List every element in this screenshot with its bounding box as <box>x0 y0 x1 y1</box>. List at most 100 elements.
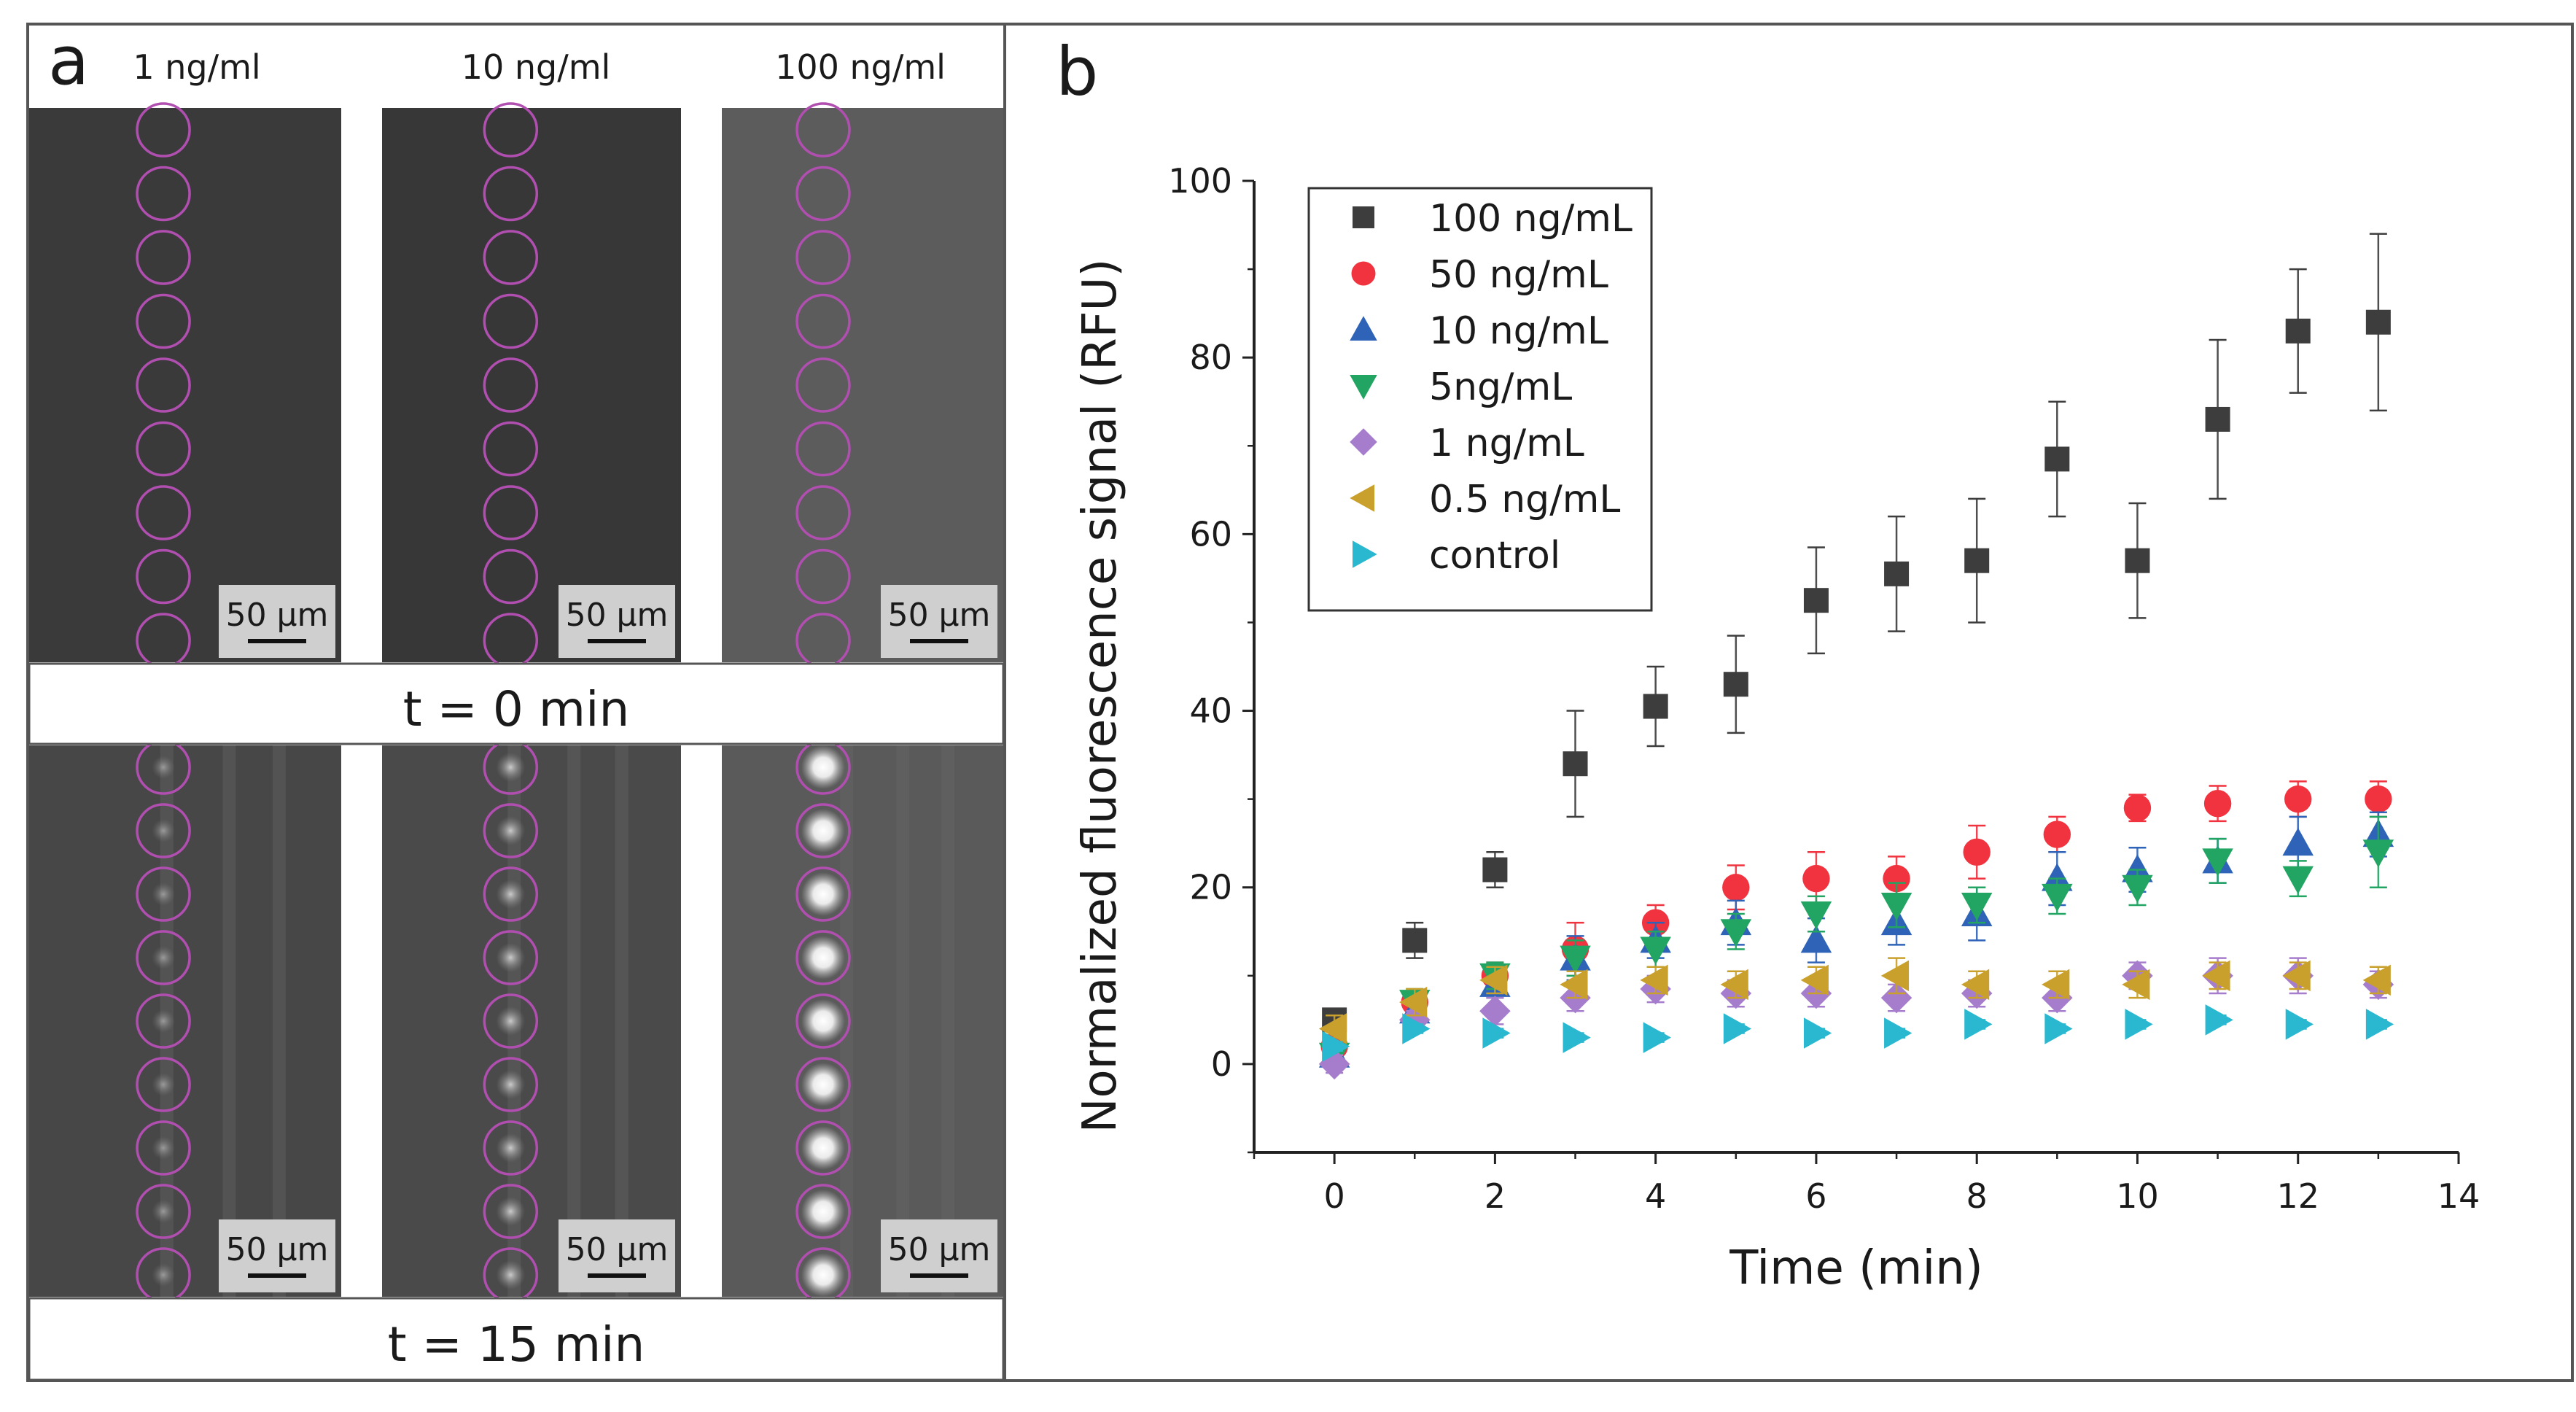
droplet-fluorescence <box>496 1006 526 1036</box>
data-point <box>2125 548 2150 573</box>
data-point <box>1880 892 1912 921</box>
channel-streak <box>567 745 581 1297</box>
droplet-ring <box>136 803 191 858</box>
micrographs-t0: 50 µm 50 µm 50 µm <box>29 102 1003 668</box>
legend-marker <box>1351 261 1376 286</box>
data-point <box>2365 309 2391 335</box>
channel-streak <box>615 745 629 1297</box>
scale-bar-box <box>559 585 675 658</box>
data-point <box>1399 986 1428 1018</box>
channel-streak <box>941 745 955 1297</box>
droplet-fluorescence <box>801 999 845 1043</box>
droplet-ring <box>795 357 851 413</box>
data-point <box>1479 964 1508 996</box>
droplet-fluorescence <box>152 756 176 779</box>
droplet-ring <box>136 293 191 349</box>
data-point <box>2362 839 2394 868</box>
droplet-fluorescence <box>496 1197 526 1226</box>
data-point <box>1961 892 1993 921</box>
x-axis-label: Time (min) <box>1729 1241 1983 1295</box>
droplet-ring <box>483 166 539 222</box>
droplet-ring <box>136 230 191 285</box>
droplet-fluorescence <box>152 946 176 969</box>
micrograph <box>382 745 681 1297</box>
x-tick-label: 8 <box>1966 1176 1988 1216</box>
droplet-fluorescence <box>496 1260 526 1289</box>
micrograph <box>722 108 1003 662</box>
panel-b: b 0 2 4 6 8 10 12 14 0 20 40 60 80 100 100 ng/mL 50 ng… <box>1003 23 2574 1382</box>
data-point <box>1560 969 1588 1001</box>
data-point <box>2203 789 2232 818</box>
droplet-ring <box>795 166 851 222</box>
droplet-ring <box>795 548 851 605</box>
scale-bar-line <box>910 1273 968 1278</box>
data-point <box>2044 1013 2073 1044</box>
legend-label: 5ng/mL <box>1429 365 1572 409</box>
scale-bar-box <box>219 585 335 658</box>
scale-bar-label: 50 µm <box>226 1231 329 1268</box>
droplet-ring <box>136 1057 191 1112</box>
data-point <box>1884 561 1910 586</box>
data-point <box>2125 1009 2153 1040</box>
data-point <box>1482 1017 1511 1049</box>
legend-marker <box>1350 484 1374 512</box>
data-point <box>2044 446 2070 472</box>
data-point <box>1884 1017 1912 1049</box>
droplet-ring <box>795 1057 851 1112</box>
droplet-ring <box>483 421 539 477</box>
scale-bar-label: 50 µm <box>566 597 669 634</box>
data-point <box>2205 1004 2233 1036</box>
data-point <box>2282 960 2311 992</box>
data-point <box>1803 588 1829 613</box>
droplet-ring <box>795 293 851 349</box>
droplet-ring <box>795 230 851 285</box>
droplet-ring <box>483 293 539 349</box>
data-point <box>1640 964 1668 996</box>
data-point <box>1560 945 1591 974</box>
scale-bar-line <box>910 639 968 643</box>
data-point <box>1402 1013 1431 1044</box>
data-point <box>1723 672 1748 697</box>
droplet-ring <box>483 1057 539 1112</box>
panel-a-letter: a <box>48 22 89 100</box>
micrograph <box>29 108 341 662</box>
droplet-ring <box>795 1184 851 1239</box>
panel-b-letter: b <box>1056 33 1098 111</box>
scale-bar-label: 50 µm <box>566 1231 669 1268</box>
data-point <box>1563 751 1588 777</box>
scale-bar-line <box>588 639 646 643</box>
droplet-fluorescence <box>801 872 845 916</box>
y-tick-label: 40 <box>1189 691 1232 731</box>
data-point <box>1880 960 1910 992</box>
droplet-ring <box>136 357 191 413</box>
concentration-label: 1 ng/ml <box>133 47 260 87</box>
x-tick-label: 10 <box>2116 1176 2159 1216</box>
droplet-ring <box>483 230 539 285</box>
series-group <box>1322 233 2391 1033</box>
droplet-ring <box>136 1120 191 1176</box>
droplet-ring <box>483 1184 539 1239</box>
droplet-ring <box>795 421 851 477</box>
droplet-ring <box>136 993 191 1049</box>
droplet-ring <box>136 548 191 605</box>
data-point <box>1318 1013 1347 1044</box>
channel-streak <box>272 745 286 1297</box>
data-point <box>1800 901 1832 930</box>
droplet-fluorescence <box>152 1200 176 1223</box>
droplet-fluorescence <box>496 753 526 782</box>
data-point <box>1880 982 1912 1014</box>
data-point <box>2202 848 2233 877</box>
droplet-fluorescence <box>801 809 845 853</box>
data-point <box>1643 694 1668 719</box>
droplet-fluorescence <box>152 882 176 906</box>
droplet-ring <box>483 1120 539 1176</box>
droplet-fluorescence <box>496 1070 526 1099</box>
legend: 100 ng/mL 50 ng/mL 10 ng/mL 5ng/mL 1 ng/mL 0.… <box>1307 187 1653 612</box>
legend-label: 0.5 ng/mL <box>1429 478 1620 521</box>
data-point <box>2042 969 2070 1001</box>
time-label-t0: t = 0 min <box>403 681 630 737</box>
y-axis-label: Normalized fluorescence signal (RFU) <box>1073 259 1127 1133</box>
droplet-fluorescence <box>801 1126 845 1170</box>
droplet-fluorescence <box>152 1263 176 1287</box>
droplet-ring <box>136 102 191 158</box>
